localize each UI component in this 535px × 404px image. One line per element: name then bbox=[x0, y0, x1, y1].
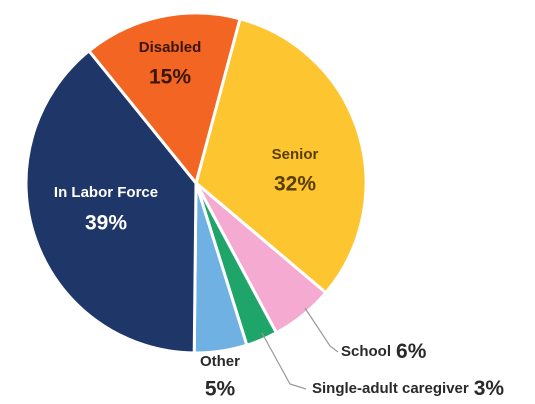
slice-value-label: 6% bbox=[396, 340, 427, 363]
slice-value-label: 5% bbox=[205, 378, 236, 401]
slice-value-label: 3% bbox=[474, 377, 505, 400]
slice-value-label: 15% bbox=[149, 66, 191, 89]
slice-value-label: 32% bbox=[274, 173, 316, 196]
pie-slice bbox=[24, 48, 198, 355]
leader-line bbox=[304, 307, 339, 353]
slice-label: Other bbox=[200, 353, 240, 370]
pie-slice bbox=[86, 11, 242, 187]
leader-line bbox=[261, 332, 307, 390]
pie-slice bbox=[194, 16, 368, 295]
slice-label: Disabled bbox=[139, 39, 202, 56]
slice-label: In Labor Force bbox=[54, 184, 158, 201]
slice-label: Single-adult caregiver 3% bbox=[312, 377, 504, 400]
slice-name: School bbox=[341, 343, 391, 360]
slice-value-label: 39% bbox=[85, 212, 127, 235]
slice-label: Senior bbox=[272, 146, 319, 163]
slice-label: School 6% bbox=[341, 340, 427, 363]
slice-name: Single-adult caregiver bbox=[312, 380, 469, 397]
